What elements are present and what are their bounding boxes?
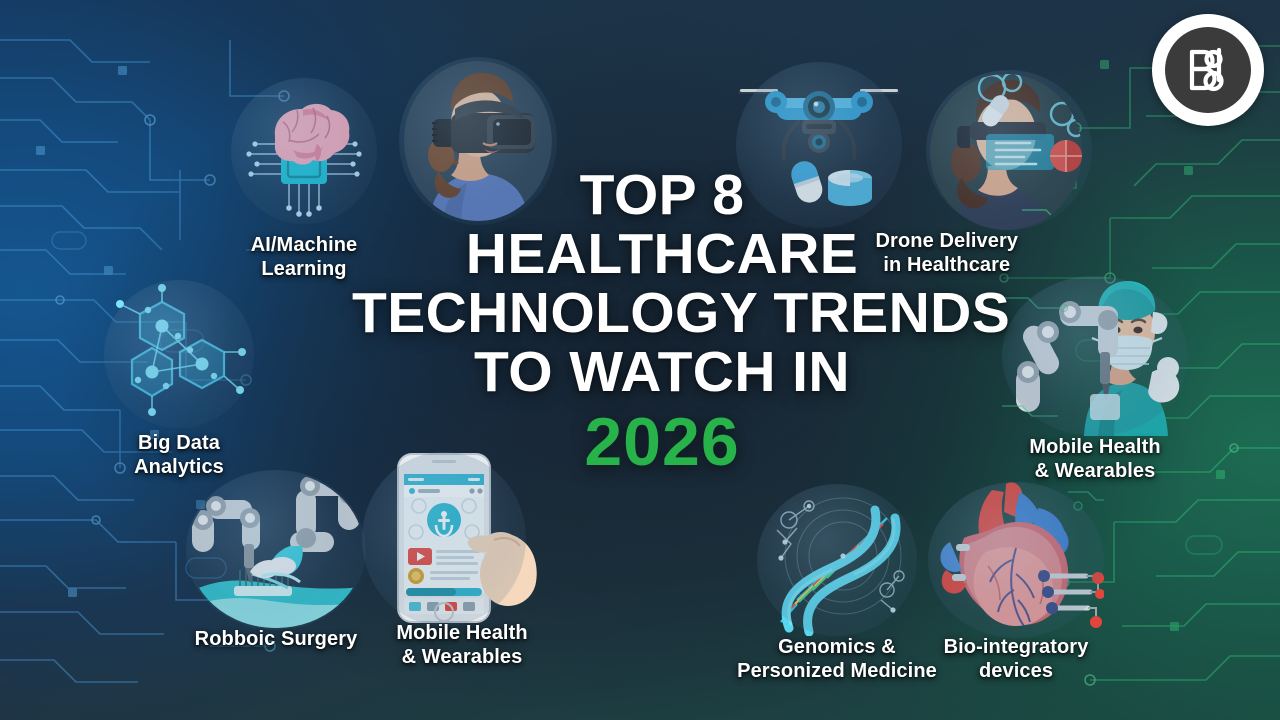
trend-mobile-health-wearables[interactable]: Mobile Health & Wearables [362, 440, 548, 668]
robot-arm-surgery-icon [186, 470, 366, 630]
vr-headset-person-icon [399, 57, 557, 225]
brain-chip-icon [231, 78, 377, 224]
bg-monogram-icon [1189, 47, 1224, 92]
trend-big-data-analytics[interactable]: Big Data Analytics [104, 280, 254, 478]
trend-label-robotic-surgery-right: Mobile Health & Wearables [1029, 436, 1161, 482]
heart-electrodes-icon [928, 482, 1105, 638]
trend-label-mobile-health-wearables: Mobile Health & Wearables [396, 622, 528, 668]
trend-vr-headset[interactable] [399, 57, 557, 225]
data-network-hexagon-icon [104, 280, 254, 428]
title-line-1: TOP 8 [579, 163, 745, 227]
smartphone-health-app-icon [362, 440, 548, 630]
trend-label-drone-delivery: Drone Delivery in Healthcare [875, 230, 1019, 276]
trend-genomics[interactable]: Genomics & Personized Medicine [737, 484, 937, 682]
title-year: 2026 [584, 403, 740, 480]
trend-ar-wearable-headset[interactable] [926, 70, 1092, 230]
ar-headset-person-icon [926, 70, 1092, 230]
trend-robotic-surgery[interactable]: Robboic Surgery [186, 470, 366, 650]
trend-bio-integratory-devices[interactable]: Bio-integratory devices [928, 482, 1105, 682]
poster-title: TOP 8 HEALTHCARE TECHNOLOGY TRENDS TO WA… [352, 163, 1011, 480]
trend-label-genomics: Genomics & Personized Medicine [737, 636, 937, 682]
brand-logo-disc [1165, 27, 1251, 113]
trend-ai-machine-learning[interactable]: AI/Machine Learning [231, 78, 377, 280]
brand-logo[interactable] [1152, 14, 1264, 126]
trend-label-bio-integratory-devices: Bio-integratory devices [943, 636, 1089, 682]
title-line-2: HEALTHCARE [465, 221, 859, 286]
trend-robotic-surgery-right[interactable]: Mobile Health & Wearables [1002, 276, 1188, 482]
title-line-3: TECHNOLOGY TRENDS [352, 280, 1011, 345]
robotic-surgeon-icon [1002, 276, 1188, 436]
title-line-4: TO WATCH IN [474, 339, 850, 404]
trend-drone-delivery[interactable]: Drone Delivery in Healthcare [736, 62, 1018, 276]
trend-label-big-data-analytics: Big Data Analytics [134, 432, 224, 478]
dna-helix-icon [757, 484, 917, 637]
trend-label-robotic-surgery: Robboic Surgery [194, 628, 358, 650]
trend-label-ai-machine-learning: AI/Machine Learning [250, 234, 358, 280]
drone-medicine-icon [736, 62, 902, 228]
